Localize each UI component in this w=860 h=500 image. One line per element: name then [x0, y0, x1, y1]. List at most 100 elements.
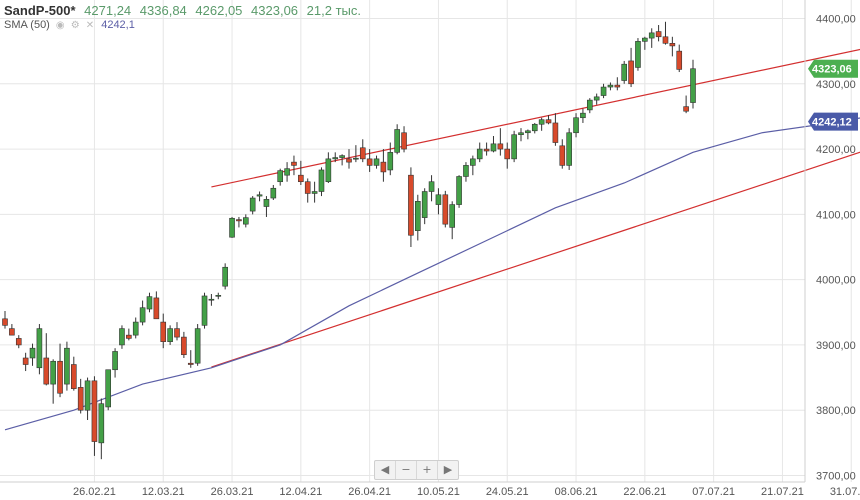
candle-body [194, 328, 201, 364]
eye-icon[interactable]: ◉ [55, 20, 65, 31]
candle-body [690, 68, 696, 103]
candle [236, 216, 242, 228]
candle-body [476, 148, 483, 160]
candle [387, 142, 394, 176]
candle-body [263, 199, 270, 207]
candle [366, 149, 373, 172]
candle [332, 152, 339, 163]
sma-label: SMA (50) [4, 19, 50, 31]
zoom-in-button[interactable]: + [417, 461, 438, 479]
sma-value: 4242,1 [101, 19, 135, 31]
candle-body [635, 41, 641, 68]
candle-body [655, 31, 662, 38]
candle-body [160, 321, 167, 342]
candle-body [442, 194, 449, 225]
candle-body [64, 347, 70, 385]
candle [607, 82, 614, 91]
scroll-right-button[interactable]: ▶ [443, 463, 453, 476]
candle [298, 160, 304, 185]
candle-body [208, 298, 215, 301]
candle-body [428, 181, 435, 192]
candle-body [435, 194, 442, 205]
x-tick-label: 26.02.21 [73, 486, 116, 498]
candle [525, 129, 531, 140]
candle [160, 313, 167, 349]
candle-body [414, 201, 421, 231]
candle-body [277, 170, 284, 183]
candle [229, 216, 235, 238]
candle [586, 98, 593, 114]
candle-body [387, 152, 394, 171]
x-tick-label: 26.04.21 [348, 486, 391, 498]
candle-body [607, 84, 614, 88]
candle [669, 36, 676, 57]
candle [318, 167, 325, 197]
candle-body [43, 357, 50, 385]
candle [84, 377, 91, 421]
candle [504, 142, 511, 169]
candle [43, 333, 50, 386]
candle-body [50, 360, 56, 385]
candle-body [669, 43, 676, 47]
candle-body [71, 364, 77, 389]
candle-body [621, 63, 628, 81]
candle [29, 343, 36, 366]
candle [249, 196, 256, 215]
candle [614, 77, 621, 91]
candle [256, 191, 263, 202]
candle [105, 369, 111, 411]
candle [325, 152, 332, 184]
candle-body [77, 387, 84, 411]
candle-body [174, 328, 180, 338]
candle [71, 356, 77, 391]
candle [449, 201, 456, 240]
close-icon[interactable]: ✕ [85, 20, 95, 31]
candle [470, 155, 476, 176]
candle-body [628, 60, 634, 85]
candle-body [236, 219, 242, 222]
candle [339, 154, 345, 166]
candle [435, 188, 442, 215]
candle [208, 294, 215, 306]
zoom-out-button[interactable]: − [396, 461, 417, 479]
candle [566, 128, 572, 170]
candle-body [15, 338, 22, 346]
candle-body [304, 181, 311, 194]
candle-body [366, 158, 373, 166]
y-tick-label: 4100,00 [816, 209, 856, 221]
scroll-left-button[interactable]: ◀ [375, 461, 396, 479]
candle [304, 178, 311, 203]
y-tick-label: 3700,00 [816, 471, 856, 483]
candle [642, 36, 648, 50]
candle-body [153, 297, 160, 320]
candle [497, 128, 504, 156]
candle [346, 149, 352, 169]
candle [442, 190, 449, 228]
candle [476, 142, 483, 163]
candle [174, 322, 180, 341]
gear-icon[interactable]: ⚙ [70, 20, 80, 31]
candle [91, 376, 98, 456]
candle-body [181, 336, 187, 356]
candle [373, 155, 380, 169]
sma-polyline [4, 117, 860, 431]
candle-body [284, 168, 290, 176]
chart-navigation: ◀ − + ▶ [374, 460, 459, 480]
y-tick-label: 3800,00 [816, 405, 856, 417]
x-tick-label: 26.03.21 [211, 486, 254, 498]
candle [215, 292, 222, 300]
candle [2, 310, 8, 329]
candle-body [2, 318, 8, 326]
y-tick-label: 4000,00 [816, 275, 856, 287]
open-value: 4271,24 [84, 3, 132, 18]
candle [635, 38, 641, 71]
candle [559, 139, 566, 169]
candle-body [325, 158, 332, 183]
candle [64, 341, 70, 391]
candle-body [249, 197, 256, 212]
candle [132, 317, 139, 339]
candle-body [311, 191, 318, 194]
candle-body [449, 204, 456, 228]
candle-body [291, 161, 297, 166]
